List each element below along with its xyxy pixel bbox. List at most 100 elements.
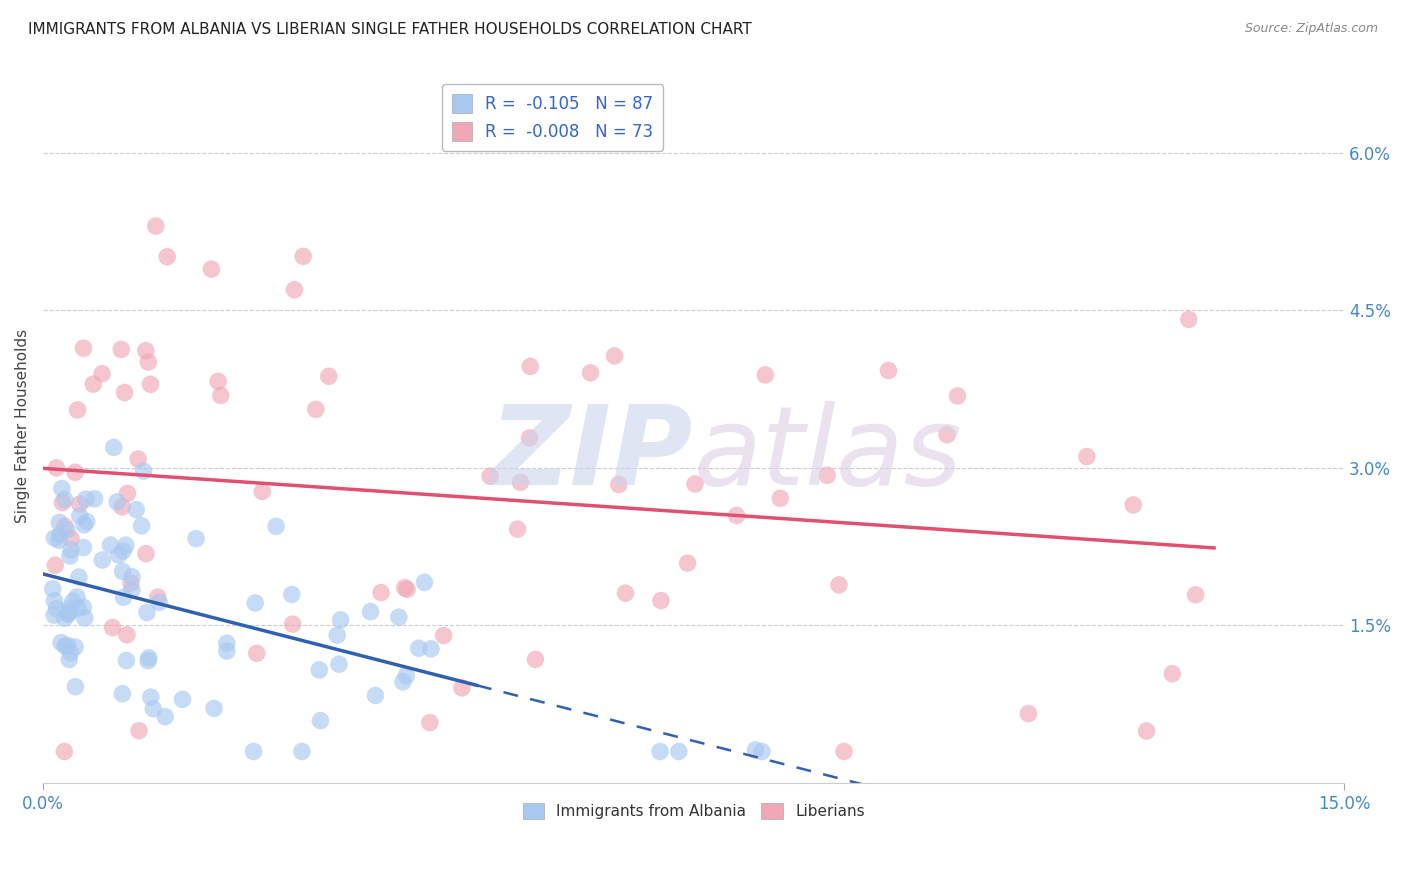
Y-axis label: Single Father Households: Single Father Households bbox=[15, 329, 30, 523]
Point bbox=[1184, 588, 1206, 602]
Point bbox=[329, 613, 352, 627]
Point bbox=[420, 641, 443, 656]
Point bbox=[125, 502, 148, 516]
Point bbox=[105, 495, 128, 509]
Point bbox=[408, 641, 430, 656]
Point bbox=[75, 492, 97, 507]
Point bbox=[828, 578, 851, 592]
Point bbox=[668, 745, 690, 759]
Point bbox=[283, 283, 305, 297]
Point bbox=[115, 628, 138, 642]
Text: Source: ZipAtlas.com: Source: ZipAtlas.com bbox=[1244, 22, 1378, 36]
Point bbox=[111, 500, 134, 514]
Point bbox=[264, 519, 287, 533]
Point bbox=[215, 644, 238, 658]
Point bbox=[308, 663, 330, 677]
Point bbox=[1135, 724, 1157, 739]
Point bbox=[110, 343, 132, 357]
Text: atlas: atlas bbox=[693, 401, 962, 508]
Point bbox=[73, 517, 96, 532]
Point bbox=[100, 538, 122, 552]
Point bbox=[56, 607, 79, 622]
Point bbox=[66, 601, 89, 615]
Point bbox=[1017, 706, 1039, 721]
Point bbox=[66, 590, 89, 604]
Point bbox=[53, 611, 76, 625]
Point bbox=[139, 377, 162, 392]
Point bbox=[107, 548, 129, 562]
Point bbox=[419, 715, 441, 730]
Point bbox=[156, 250, 179, 264]
Point bbox=[121, 570, 143, 584]
Point bbox=[44, 558, 66, 573]
Point bbox=[120, 576, 142, 591]
Point bbox=[53, 492, 76, 507]
Point bbox=[245, 596, 267, 610]
Point bbox=[184, 532, 207, 546]
Point bbox=[65, 680, 87, 694]
Point bbox=[388, 610, 411, 624]
Point bbox=[207, 375, 229, 389]
Point bbox=[281, 617, 304, 632]
Point bbox=[1122, 498, 1144, 512]
Point bbox=[53, 639, 76, 653]
Point bbox=[751, 745, 773, 759]
Point bbox=[309, 714, 332, 728]
Point bbox=[76, 515, 98, 529]
Point bbox=[524, 652, 547, 666]
Point bbox=[58, 601, 80, 615]
Point bbox=[59, 542, 82, 557]
Point bbox=[62, 594, 84, 608]
Point bbox=[360, 605, 382, 619]
Point bbox=[135, 343, 157, 358]
Point bbox=[111, 565, 134, 579]
Point bbox=[291, 745, 314, 759]
Point bbox=[318, 369, 340, 384]
Point bbox=[650, 593, 672, 607]
Point bbox=[58, 605, 80, 619]
Point bbox=[744, 743, 766, 757]
Point bbox=[48, 516, 70, 530]
Point bbox=[135, 547, 157, 561]
Point bbox=[148, 595, 170, 609]
Point bbox=[44, 594, 66, 608]
Point bbox=[131, 518, 153, 533]
Point bbox=[83, 491, 105, 506]
Point bbox=[209, 388, 232, 402]
Point bbox=[877, 363, 900, 377]
Point bbox=[1076, 450, 1098, 464]
Point bbox=[136, 654, 159, 668]
Point bbox=[91, 367, 114, 381]
Point bbox=[215, 636, 238, 650]
Point bbox=[396, 582, 419, 597]
Point bbox=[59, 549, 82, 563]
Point bbox=[328, 657, 350, 672]
Point bbox=[146, 590, 169, 604]
Point bbox=[49, 528, 72, 542]
Point bbox=[153, 709, 176, 723]
Point bbox=[63, 640, 86, 654]
Point bbox=[676, 556, 699, 570]
Point bbox=[946, 389, 969, 403]
Point bbox=[769, 491, 792, 506]
Point bbox=[394, 581, 416, 595]
Point bbox=[53, 745, 76, 759]
Point bbox=[139, 690, 162, 705]
Point bbox=[1177, 312, 1199, 326]
Point bbox=[117, 486, 139, 500]
Point bbox=[114, 385, 136, 400]
Point bbox=[121, 582, 143, 597]
Point bbox=[111, 687, 134, 701]
Point bbox=[45, 601, 67, 615]
Point bbox=[725, 508, 748, 523]
Point bbox=[252, 484, 274, 499]
Point bbox=[72, 541, 94, 555]
Point bbox=[44, 608, 66, 623]
Point bbox=[82, 377, 104, 392]
Point bbox=[603, 349, 626, 363]
Point bbox=[754, 368, 776, 382]
Point bbox=[73, 611, 96, 625]
Legend: Immigrants from Albania, Liberians: Immigrants from Albania, Liberians bbox=[516, 797, 870, 825]
Point bbox=[292, 249, 315, 263]
Point bbox=[69, 508, 91, 523]
